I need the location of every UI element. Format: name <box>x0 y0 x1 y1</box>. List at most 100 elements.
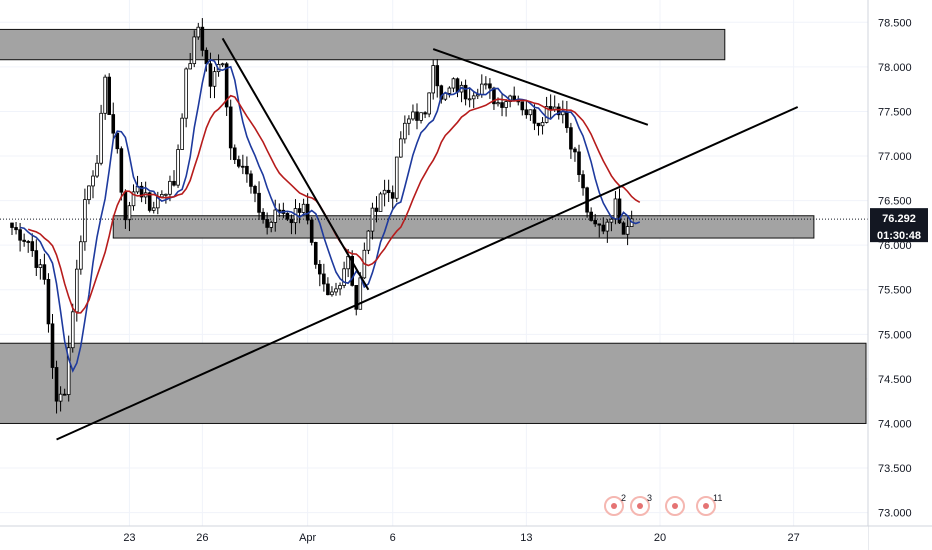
candle-up <box>220 63 225 66</box>
candle-down <box>22 239 26 242</box>
candle-down <box>119 148 124 193</box>
candle-down <box>265 219 269 228</box>
price-tick-label: 78.000 <box>878 62 912 74</box>
candle-up <box>407 118 411 124</box>
candle-down <box>236 159 241 167</box>
candle-up <box>528 109 533 116</box>
candle-up <box>613 198 618 220</box>
candle-up <box>301 203 306 213</box>
candle-up <box>605 221 610 232</box>
candle-up <box>378 193 383 212</box>
candle-down <box>111 114 116 134</box>
candle-down <box>617 198 622 224</box>
candle-down <box>386 189 391 194</box>
price-axis-area[interactable] <box>868 0 932 550</box>
candle-up <box>496 102 500 105</box>
price-tick-label: 75.000 <box>878 329 912 341</box>
candle-up <box>544 106 549 123</box>
candle-up <box>540 122 545 127</box>
candle-up <box>66 347 71 396</box>
candle-down <box>228 106 233 149</box>
candle-down <box>488 83 492 89</box>
lower-demand-zone[interactable] <box>0 342 867 424</box>
candle-up <box>382 189 387 195</box>
candle-down <box>204 49 209 65</box>
candle-up <box>131 191 136 207</box>
time-axis-ticks: 23 26 Apr 6 13 20 27 <box>123 532 799 544</box>
candle-down <box>500 102 504 108</box>
candle-up <box>411 111 415 120</box>
candle-up <box>83 199 87 243</box>
rising-support-line[interactable] <box>56 106 799 441</box>
candle-up <box>87 185 91 201</box>
alert-count: 3 <box>647 493 652 503</box>
candle-down <box>326 283 330 296</box>
candle-up <box>394 156 399 199</box>
candle-down <box>10 222 14 228</box>
alert-badge-3[interactable] <box>665 496 685 516</box>
candle-up <box>164 193 168 196</box>
candle-up <box>38 264 43 268</box>
candle-down <box>309 219 314 243</box>
descending-resistance-april[interactable] <box>432 48 649 126</box>
moving-average-ma-fast <box>19 58 641 373</box>
time-tick-label: Apr <box>299 532 316 544</box>
candle-down <box>285 213 290 220</box>
time-tick-label: 27 <box>788 532 800 544</box>
candle-up <box>79 241 83 270</box>
candle-down <box>556 106 561 116</box>
candle-down <box>115 132 120 150</box>
candle-down <box>569 127 573 150</box>
price-tick-label: 78.500 <box>878 17 912 29</box>
candle-down <box>565 111 569 129</box>
time-tick-label: 26 <box>196 532 208 544</box>
candle-down <box>42 264 47 280</box>
candle-down <box>621 222 626 235</box>
candle-up <box>366 230 371 251</box>
price-tick-label: 76.500 <box>878 196 912 208</box>
candle-up <box>184 68 188 119</box>
price-zones <box>0 28 867 424</box>
trendlines <box>56 37 799 441</box>
current-price-label-bg <box>870 208 928 243</box>
candle-down <box>14 227 18 231</box>
price-tick-label: 75.500 <box>878 285 912 297</box>
price-tick-label: 74.500 <box>878 374 912 386</box>
candle-up <box>192 36 197 65</box>
time-axis-area[interactable] <box>0 526 868 550</box>
candle-up <box>95 162 99 177</box>
mid-support-zone[interactable] <box>112 215 815 239</box>
alert-badge-2[interactable]: 3 <box>630 493 652 516</box>
candle-down <box>350 255 354 286</box>
candle-up <box>625 226 630 235</box>
candle-down <box>439 85 444 100</box>
candle-down <box>289 218 294 224</box>
price-tick-label: 76.000 <box>878 240 912 252</box>
alert-badges[interactable]: 2 3 11 <box>604 493 722 516</box>
alert-badge-4[interactable]: 11 <box>696 493 722 516</box>
alert-dot-icon <box>703 503 709 509</box>
candle-up <box>451 78 456 89</box>
candle-down <box>241 165 245 168</box>
candle-up <box>427 92 431 115</box>
candle-up <box>484 83 488 86</box>
candle-down <box>423 112 427 115</box>
candle-down <box>257 192 261 213</box>
descending-line-march[interactable] <box>221 37 370 291</box>
alert-badge-1[interactable]: 2 <box>604 493 626 516</box>
candle-down <box>26 241 30 243</box>
candle-down <box>46 278 51 325</box>
candle-down <box>390 192 395 199</box>
alert-dot-icon <box>611 503 617 509</box>
resistance-zone-top[interactable] <box>0 28 726 61</box>
candle-up <box>342 268 346 286</box>
candle-down <box>297 208 302 213</box>
candle-up <box>330 291 334 296</box>
candle-down <box>34 250 39 268</box>
time-tick-label: 20 <box>654 532 666 544</box>
candle-down <box>172 180 176 186</box>
candle-up <box>403 122 407 140</box>
price-tick-label: 77.500 <box>878 106 912 118</box>
candle-up <box>467 98 472 101</box>
